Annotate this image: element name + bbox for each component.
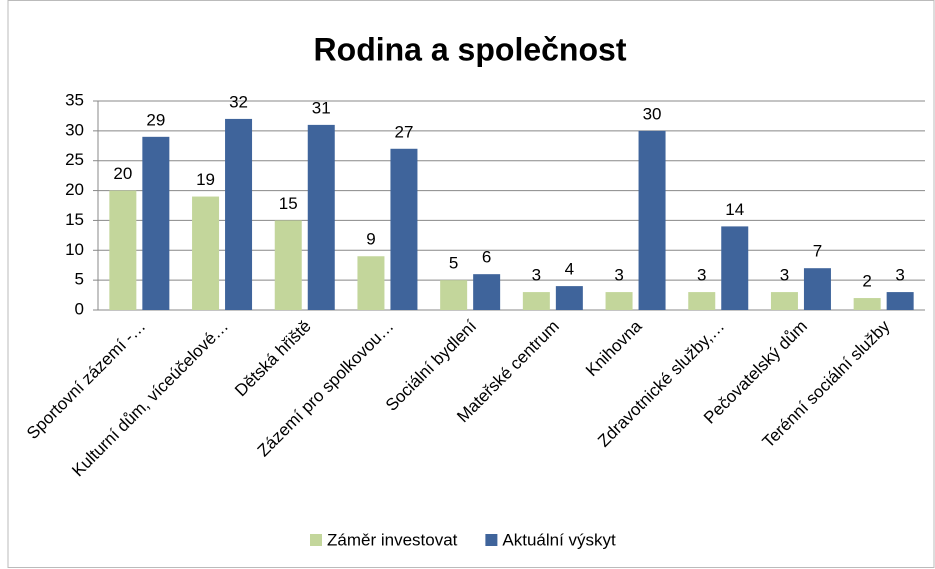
- data-label: 19: [196, 170, 215, 189]
- legend-label: Záměr investovat: [327, 530, 458, 549]
- bar: [307, 124, 335, 310]
- bar: [886, 292, 914, 310]
- data-label: 3: [780, 266, 789, 285]
- data-label: 3: [532, 266, 541, 285]
- data-label: 30: [643, 104, 662, 123]
- y-tick-label: 15: [65, 210, 84, 229]
- data-label: 3: [614, 266, 623, 285]
- bar: [721, 226, 749, 310]
- data-label: 3: [697, 266, 706, 285]
- y-tick-label: 5: [75, 270, 84, 289]
- bar: [522, 292, 550, 310]
- legend-swatch: [485, 534, 498, 546]
- bar: [109, 190, 137, 310]
- data-label: 29: [146, 110, 165, 129]
- data-label: 14: [725, 200, 744, 219]
- bar: [688, 292, 716, 310]
- bar: [357, 256, 385, 310]
- bar: [638, 130, 666, 310]
- y-tick-label: 0: [75, 299, 84, 318]
- y-tick-label: 25: [65, 150, 84, 169]
- bar: [803, 268, 831, 310]
- bar: [853, 298, 881, 310]
- data-label: 2: [862, 272, 871, 291]
- bar: [274, 220, 302, 310]
- data-label: 20: [113, 164, 132, 183]
- bar: [225, 118, 253, 311]
- data-label: 7: [813, 242, 822, 261]
- bar: [390, 148, 418, 310]
- bar: [192, 196, 220, 310]
- bar: [605, 292, 633, 310]
- data-label: 6: [482, 248, 491, 267]
- data-label: 9: [366, 230, 375, 249]
- legend-swatch: [310, 534, 322, 546]
- bar: [555, 286, 583, 310]
- y-tick-label: 20: [65, 180, 84, 199]
- data-label: 31: [312, 98, 331, 117]
- data-label: 4: [565, 260, 574, 279]
- y-tick-label: 30: [65, 120, 84, 139]
- legend-label: Aktuální výskyt: [502, 530, 616, 549]
- chart-title: Rodina a společnost: [314, 31, 627, 67]
- bar: [440, 280, 468, 310]
- y-tick-label: 10: [65, 240, 84, 259]
- data-label: 32: [229, 92, 248, 111]
- bar: [142, 136, 170, 310]
- data-label: 27: [394, 122, 413, 141]
- data-label: 3: [895, 266, 904, 285]
- bar: [770, 292, 798, 310]
- data-label: 15: [279, 194, 298, 213]
- data-label: 5: [449, 254, 458, 273]
- bar: [473, 274, 501, 310]
- y-tick-label: 35: [65, 90, 84, 109]
